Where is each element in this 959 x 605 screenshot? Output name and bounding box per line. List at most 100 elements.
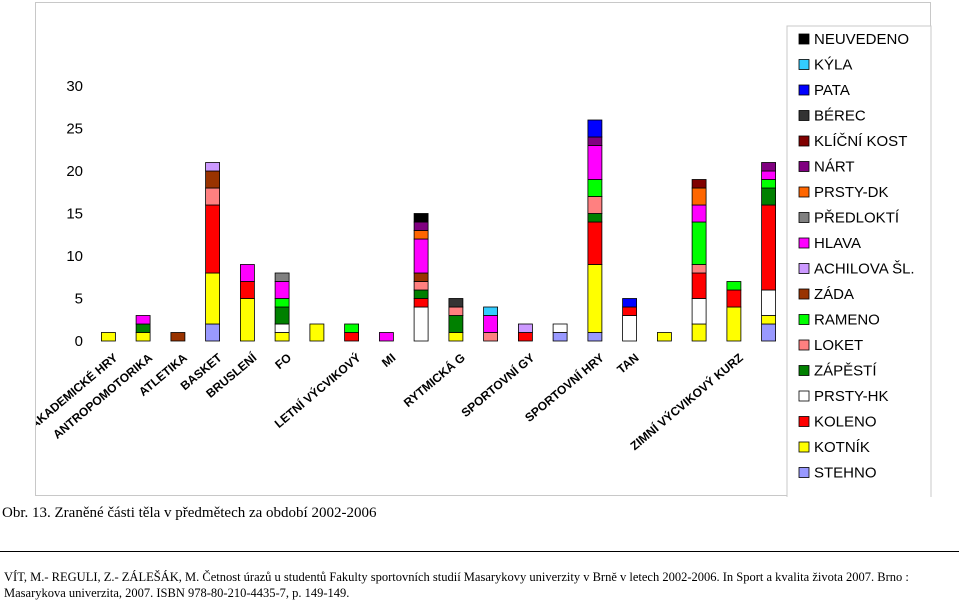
legend-swatch — [798, 135, 810, 147]
bar-segment — [413, 213, 429, 223]
bar-segment — [761, 315, 776, 325]
bar-segment — [517, 323, 533, 333]
bar-segment — [587, 213, 603, 223]
legend-box — [786, 25, 932, 497]
bar-segment — [205, 170, 221, 189]
bar-segment — [413, 306, 429, 342]
category-label: TAN — [614, 351, 641, 377]
divider — [0, 551, 959, 552]
bar-segment — [448, 332, 464, 342]
bar-segment — [691, 179, 707, 189]
bar-segment — [587, 145, 603, 180]
legend-label: KOLENO — [814, 414, 877, 431]
category-labels: AKADEMICKÉ HRYANTROPOMOTORIKAATLETIKABAS… — [36, 349, 746, 453]
bar-segment — [726, 289, 742, 308]
bar-segment — [135, 332, 151, 342]
bar-segment — [552, 332, 568, 342]
bar-segment — [691, 204, 707, 223]
legend-swatch — [798, 365, 810, 376]
y-axis: 0 5 10 15 20 25 30 — [66, 78, 83, 350]
bar-segment — [413, 298, 429, 308]
bar-segment — [413, 289, 429, 299]
bar-segment — [413, 221, 429, 231]
bar-segment — [274, 298, 290, 308]
bar-segment — [691, 323, 707, 342]
bar-segment — [239, 281, 255, 299]
bar-segment — [413, 272, 429, 282]
bar-segment — [344, 332, 360, 342]
bar-segment — [274, 332, 290, 342]
bar-segment — [239, 264, 255, 282]
bar-segment — [587, 221, 603, 265]
bar-segment — [622, 306, 637, 316]
legend-swatch — [798, 314, 810, 325]
bar-segment — [657, 332, 672, 342]
legend-swatch — [798, 263, 810, 274]
chart-frame: 0 5 10 15 20 25 30 AKADEMICKÉ HRY ANTROPOMOTORI… — [35, 2, 932, 497]
bar-segment — [344, 323, 360, 333]
bar-segment — [448, 306, 464, 316]
y-tick-label: 30 — [66, 78, 83, 95]
legend-swatch — [798, 416, 810, 427]
bar-segment — [274, 272, 290, 282]
y-tick-label: 5 — [75, 291, 83, 308]
bar-segment — [378, 332, 394, 342]
bar-segment — [761, 162, 776, 172]
bar-segment — [205, 162, 221, 172]
legend-swatch — [798, 161, 810, 172]
legend-label: PRSTY-HK — [814, 388, 888, 405]
legend-label: ZÁDA — [814, 286, 854, 303]
legend-swatch — [798, 467, 810, 478]
bar-segment — [761, 204, 776, 291]
legend-label: ZÁPĚSTÍ — [814, 363, 877, 380]
legend-label: KLÍČNÍ KOST — [814, 133, 907, 150]
bar-segment — [483, 315, 499, 333]
legend-swatch — [798, 110, 810, 121]
legend-swatch — [798, 84, 810, 96]
bar-segment — [483, 306, 499, 316]
y-tick-label: 25 — [66, 121, 83, 138]
legend-swatch — [798, 59, 810, 70]
bar-segment — [239, 298, 255, 342]
figure-caption: Obr. 13. Zraněné části těla v předmětech… — [2, 505, 377, 521]
bar-segment — [101, 332, 116, 342]
legend: NEUVEDENO KÝLA PATA BÉREC KLÍČNÍ KOST NÁRT PRS… — [786, 25, 932, 497]
bar-segment — [274, 306, 290, 325]
bar-segment — [761, 187, 776, 206]
legend-swatch — [798, 339, 810, 351]
bar-segment — [205, 204, 221, 274]
legend-label: PŘEDLOKTÍ — [814, 210, 900, 227]
bar-segment — [587, 196, 603, 214]
category-label: SPORTOVNÍ GY — [458, 350, 537, 420]
legend-label: LOKET — [814, 337, 863, 354]
legend-label: KÝLA — [814, 57, 852, 74]
bar-segment — [135, 315, 151, 325]
bar-segment — [135, 323, 151, 333]
stacked-bar-chart: 0 5 10 15 20 25 30 AKADEMICKÉ HRYANTROPOMOTORI… — [36, 25, 932, 497]
y-tick-label: 0 — [75, 333, 83, 350]
bar-segment — [205, 323, 221, 342]
legend-label: ACHILOVA ŠL. — [814, 261, 915, 278]
bar-segment — [691, 298, 707, 325]
bar-segment — [761, 289, 776, 316]
bar-segment — [413, 238, 429, 274]
category-label: ZIMNÍ VÝCVIKOVÝ KURZ — [627, 350, 746, 453]
y-tick-label: 20 — [66, 163, 83, 180]
bar-segment — [274, 323, 290, 333]
bar-segment — [691, 187, 707, 206]
bar-segment — [622, 298, 637, 308]
bar-segment — [413, 281, 429, 291]
bar-segment — [761, 170, 776, 180]
bar-segment — [761, 323, 776, 342]
legend-swatch — [798, 288, 810, 300]
legend-label: PRSTY-DK — [814, 184, 888, 201]
bar-segment — [517, 332, 533, 342]
legend-swatch — [798, 237, 810, 249]
bar-segment — [205, 187, 221, 206]
legend-label: RAMENO — [814, 312, 880, 329]
category-label: FO — [272, 351, 294, 372]
bar-segment — [483, 332, 499, 342]
bar-segment — [587, 264, 603, 333]
legend-swatch — [798, 212, 810, 223]
bar-segment — [448, 298, 464, 308]
